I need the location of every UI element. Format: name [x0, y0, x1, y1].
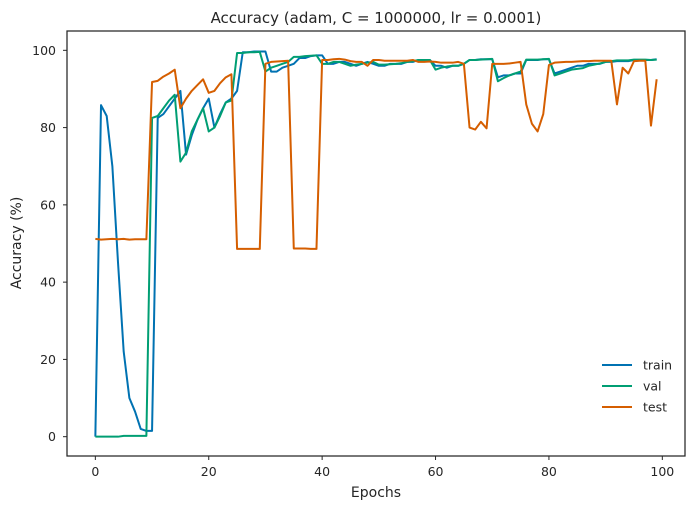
y-tick-label: 100 [32, 43, 56, 58]
y-tick-label: 80 [40, 120, 56, 135]
series-line-test [95, 57, 658, 250]
x-tick-label: 20 [201, 464, 217, 479]
x-tick-label: 100 [650, 464, 674, 479]
legend-label-val: val [643, 379, 662, 394]
legend-label-test: test [643, 400, 667, 415]
x-axis-label: Epochs [351, 485, 401, 501]
y-tick-label: 0 [48, 429, 56, 444]
y-tick-label: 60 [40, 197, 56, 212]
chart-title: Accuracy (adam, C = 1000000, lr = 0.0001… [211, 9, 542, 27]
y-tick-label: 40 [40, 275, 56, 290]
series-line-val [95, 50, 657, 438]
x-tick-label: 40 [314, 464, 330, 479]
y-tick-label: 20 [40, 352, 56, 367]
x-tick-label: 0 [91, 464, 99, 479]
x-tick-label: 80 [541, 464, 557, 479]
x-tick-label: 60 [428, 464, 444, 479]
legend-label-train: train [643, 358, 672, 373]
plot-area [94, 50, 658, 438]
y-axis-label: Accuracy (%) [9, 197, 25, 290]
legend: train val test [602, 358, 672, 415]
axes-frame [66, 30, 686, 457]
axis-ticks: 0 20 40 60 80 100 0 20 40 60 80 100 [32, 43, 674, 479]
